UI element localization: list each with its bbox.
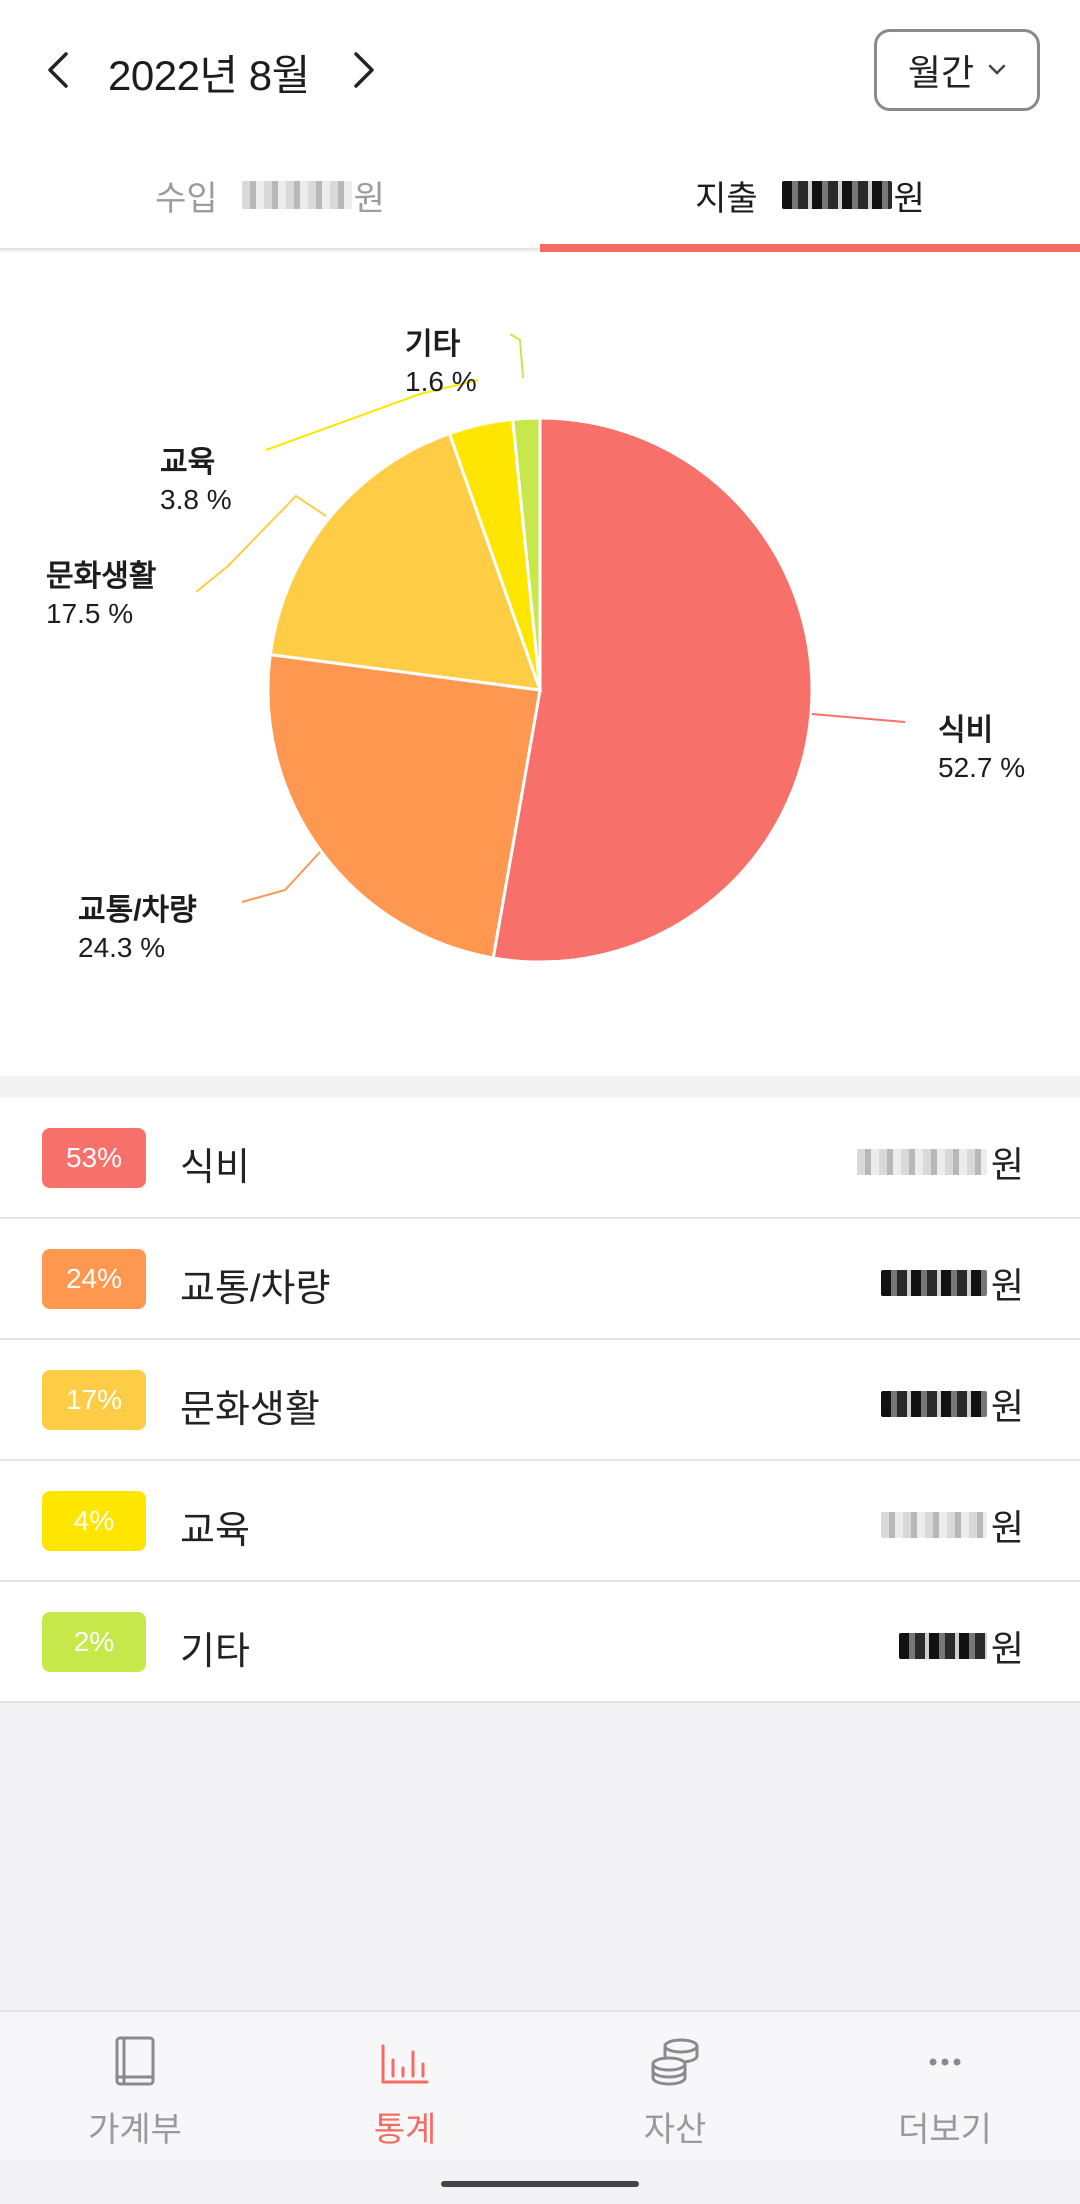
period-dropdown[interactable]: 월간 (874, 29, 1040, 111)
tab-income[interactable]: 수입 원 (0, 140, 540, 250)
amount-unit: 원 (990, 1144, 1024, 1185)
list-item[interactable]: 2% 기타 원 (0, 1582, 1080, 1703)
category-amount: 원 (898, 1620, 1024, 1672)
pie-chart[interactable] (0, 252, 1080, 1076)
masked-amount (898, 1633, 987, 1659)
category-list: 53% 식비 원 24% 교통/차량 원 17% 문화생활 원 4% 교육 원 … (0, 1098, 1080, 1703)
category-amount: 원 (880, 1257, 1024, 1309)
category-amount: 원 (856, 1136, 1024, 1188)
category-label: 기타 (180, 1631, 250, 1673)
leader-line (195, 494, 327, 593)
chevron-down-icon (988, 64, 1006, 75)
nav-label: 더보기 (898, 2111, 992, 2149)
leader-line (265, 379, 479, 451)
pie-slice-etc[interactable] (511, 416, 542, 691)
more-icon (929, 2058, 961, 2066)
masked-amount (880, 1270, 987, 1296)
category-label: 문화생활 (180, 1389, 320, 1431)
nav-label: 자산 (643, 2111, 707, 2149)
masked-amount (241, 181, 352, 209)
chart-label-culture-pct: 17.5 % (46, 597, 134, 629)
chart-label-education: 교육 3.8 % (160, 444, 232, 517)
leader-line (509, 333, 524, 379)
amount-unit: 원 (990, 1265, 1024, 1306)
category-amount: 원 (880, 1499, 1024, 1551)
income-unit: 원 (353, 179, 385, 218)
amount-unit: 원 (990, 1507, 1024, 1548)
tab-income-label: 수입 (155, 179, 218, 218)
masked-amount (880, 1512, 987, 1538)
nav-item-more[interactable]: 더보기 (810, 2012, 1080, 2162)
expense-amount: 원 (781, 171, 925, 220)
category-label: 교통/차량 (180, 1268, 331, 1310)
chart-label-etc-pct: 1.6 % (405, 365, 477, 397)
chevron-left-icon (48, 52, 68, 88)
prev-month-button[interactable] (32, 40, 82, 100)
month-title: 2022년 8월 (108, 52, 310, 99)
nav-item-ledger[interactable]: 가계부 (0, 2012, 270, 2162)
chart-label-etc: 기타 1.6 % (405, 326, 477, 399)
amount-unit: 원 (990, 1386, 1024, 1427)
percent-badge: 53% (42, 1128, 146, 1188)
chart-label-culture: 문화생활 17.5 % (46, 558, 156, 631)
masked-amount (781, 181, 892, 209)
bottom-navigation: 가계부 통계 자산 더보기 (0, 2010, 1080, 2160)
income-amount: 원 (241, 171, 385, 220)
pie-slice-culture[interactable] (268, 431, 543, 692)
chart-label-culture-name: 문화생활 (46, 560, 157, 593)
bar-chart-icon (381, 2044, 429, 2084)
leader-line (241, 851, 321, 903)
chart-label-transport-pct: 24.3 % (78, 931, 166, 963)
list-item[interactable]: 53% 식비 원 (0, 1098, 1080, 1219)
list-item[interactable]: 4% 교육 원 (0, 1461, 1080, 1582)
tab-expense[interactable]: 지출 원 (540, 140, 1080, 252)
nav-item-stats[interactable]: 통계 (270, 2012, 540, 2162)
chart-label-food-pct: 52.7 % (938, 751, 1026, 783)
category-label: 교육 (180, 1510, 250, 1552)
percent-badge: 17% (42, 1370, 146, 1430)
chart-label-transport-name: 교통/차량 (78, 894, 197, 927)
chart-label-food-name: 식비 (938, 714, 994, 747)
expense-unit: 원 (893, 179, 925, 218)
period-dropdown-label: 월간 (907, 52, 975, 93)
list-item[interactable]: 24% 교통/차량 원 (0, 1219, 1080, 1340)
masked-amount (880, 1391, 987, 1417)
book-icon (115, 2036, 155, 2086)
masked-amount (856, 1149, 987, 1175)
pie-slice-food[interactable] (491, 416, 814, 964)
next-month-button[interactable] (340, 40, 390, 100)
percent-badge: 4% (42, 1491, 146, 1551)
amount-unit: 원 (990, 1628, 1024, 1669)
pie-slice-transport[interactable] (266, 652, 542, 960)
category-amount: 원 (880, 1378, 1024, 1430)
percent-badge: 2% (42, 1612, 146, 1672)
nav-item-assets[interactable]: 자산 (540, 2012, 810, 2162)
nav-label: 통계 (373, 2111, 437, 2149)
income-expense-tabs: 수입 원 지출 원 (0, 140, 1080, 252)
app-header: 2022년 8월 월간 (0, 0, 1080, 140)
chart-label-education-name: 교육 (160, 446, 216, 479)
home-indicator (441, 2181, 639, 2187)
chart-label-transport: 교통/차량 24.3 % (78, 892, 197, 965)
chart-label-food: 식비 52.7 % (938, 712, 1025, 785)
chart-label-etc-name: 기타 (405, 328, 461, 361)
leader-line (811, 713, 906, 723)
tab-expense-label: 지출 (695, 179, 758, 218)
category-label: 식비 (180, 1147, 250, 1189)
chevron-right-icon (354, 52, 374, 88)
nav-label: 가계부 (88, 2111, 182, 2149)
percent-badge: 24% (42, 1249, 146, 1309)
pie-chart-area: 식비 52.7 % 교통/차량 24.3 % 문화생활 17.5 % 교육 3.… (0, 252, 1080, 1076)
chart-label-education-pct: 3.8 % (160, 483, 232, 515)
list-item[interactable]: 17% 문화생활 원 (0, 1340, 1080, 1461)
coins-icon (651, 2038, 699, 2086)
active-tab-indicator (540, 244, 1080, 252)
